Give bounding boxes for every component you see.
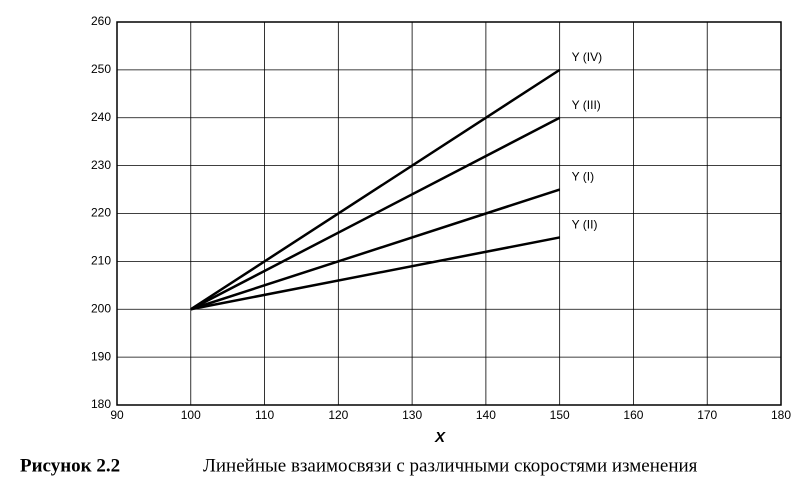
y-tick-label: 190	[91, 349, 111, 363]
y-tick-label: 260	[91, 14, 111, 28]
series-line	[190, 68, 561, 311]
series-label: Y (III)	[572, 98, 601, 112]
x-tick-label: 120	[328, 408, 348, 422]
y-tick-label: 180	[91, 397, 111, 411]
x-axis-label: X	[434, 429, 446, 446]
caption: Линейные взаимосвязи с различными скорос…	[203, 455, 698, 476]
x-tick-label: 160	[623, 408, 643, 422]
y-tick-label: 240	[91, 110, 111, 124]
caption-number: Рисунок 2.2	[20, 455, 120, 476]
series-label: Y (I)	[572, 170, 594, 184]
series-line	[190, 116, 561, 311]
x-tick-label: 140	[476, 408, 496, 422]
x-tick-label: 110	[255, 408, 274, 422]
series-line	[190, 236, 560, 311]
series-label: Y (IV)	[572, 50, 602, 64]
series-line	[190, 188, 561, 311]
x-tick-label: 90	[110, 408, 124, 422]
y-tick-label: 250	[91, 62, 111, 76]
y-tick-label: 220	[91, 206, 111, 220]
x-tick-label: 100	[181, 408, 201, 422]
y-tick-label: 210	[91, 254, 111, 268]
y-tick-label: 200	[91, 301, 111, 315]
x-tick-label: 170	[697, 408, 717, 422]
series-label: Y (II)	[572, 218, 598, 232]
x-tick-label: 130	[402, 408, 422, 422]
y-tick-label: 230	[91, 158, 111, 172]
x-tick-label: 180	[771, 408, 791, 422]
x-tick-label: 150	[550, 408, 570, 422]
plot-frame	[116, 21, 782, 406]
